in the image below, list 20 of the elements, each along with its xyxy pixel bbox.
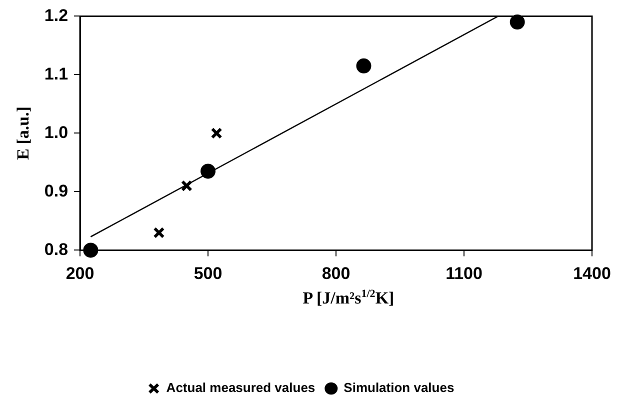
y-tick-label: 0.9 <box>44 181 68 200</box>
point <box>510 14 525 30</box>
y-axis-title: E [a.u.] <box>14 106 33 160</box>
point <box>210 127 222 139</box>
y-tick-label: 0.8 <box>44 240 68 259</box>
point <box>153 226 165 238</box>
y-tick-label: 1.0 <box>44 122 68 142</box>
legend-label: Actual measured values <box>166 380 316 396</box>
x-tick-label: 500 <box>194 264 222 284</box>
x-tick-label: 200 <box>66 264 94 284</box>
point <box>356 58 372 74</box>
y-tick-label: 1.1 <box>44 64 68 84</box>
x-axis-title: P [J/m²s$^{1/2}$K] <box>302 288 396 309</box>
legend-label: Simulation values <box>344 380 454 396</box>
point <box>180 180 192 192</box>
point <box>200 164 216 179</box>
x-tick-label: 800 <box>322 264 350 284</box>
x-tick-label: 1400 <box>573 264 611 284</box>
x-tick-label: 1100 <box>446 264 482 284</box>
y-tick-label: 1.2 <box>44 6 68 25</box>
